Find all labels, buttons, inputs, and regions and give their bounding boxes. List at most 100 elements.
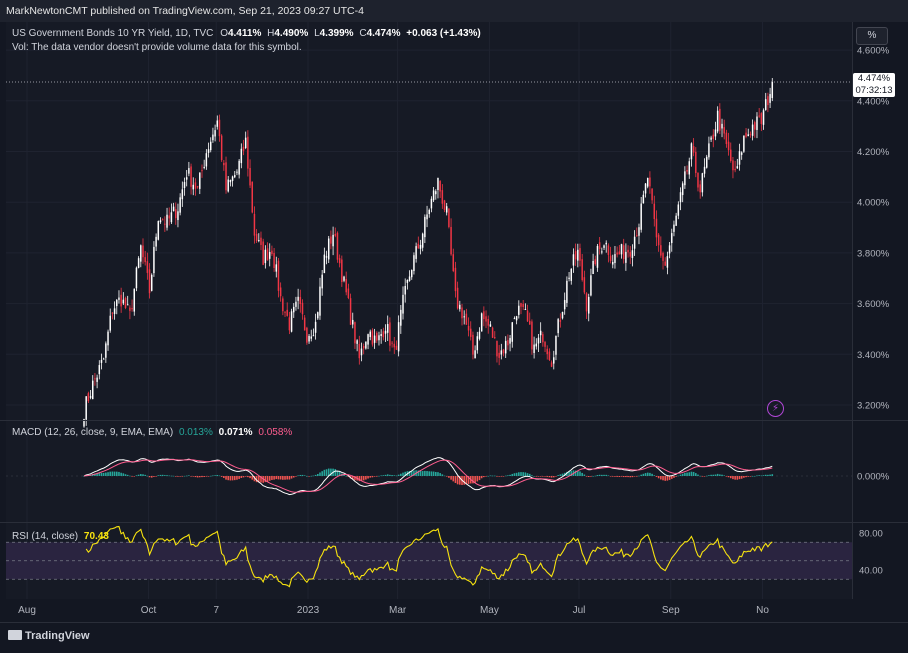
macd-histogram-bar [764,474,767,476]
candle-body [218,119,221,137]
macd-histogram-bar [408,470,411,476]
macd-histogram-bar [511,473,514,476]
candle-body [673,224,675,232]
candle-body [102,358,105,360]
candle-body [498,352,500,358]
rsi-title[interactable]: RSI (14, close) [12,531,79,542]
candle-body [288,317,291,331]
macd-histogram-bar [646,472,649,476]
macd-histogram-bar [638,475,640,477]
symbol-label[interactable]: US Government Bonds 10 YR Yield, 1D, TVC [12,28,214,39]
macd-histogram-bar [288,476,291,480]
candle-body [421,233,424,248]
macd-histogram-bar [631,476,634,478]
lightning-icon[interactable]: ⚡ [767,400,784,417]
candle-body [756,116,758,130]
macd-histogram-bar [203,476,205,477]
candle-body [170,212,173,223]
candle-body [636,235,638,237]
candle-body [760,113,763,124]
candle-body [603,245,605,248]
macd-histogram-bar [450,476,452,480]
candle-body [124,298,127,308]
candle-body [721,123,723,129]
candle-body [214,130,216,137]
candle-body [207,149,210,153]
macd-histogram-bar [120,472,122,476]
candle-body [362,345,365,349]
macd-title[interactable]: MACD (12, 26, close, 9, EMA, EMA) [12,427,174,438]
macd-histogram-bar [233,476,236,481]
candle-body [688,161,690,175]
macd-histogram-bar [603,474,605,476]
candle-body [284,311,286,313]
macd-histogram-bar [362,476,365,481]
candle-body [583,277,586,293]
candle-body [649,177,651,187]
candle-body [159,220,162,223]
macd-legend: MACD (12, 26, close, 9, EMA, EMA) 0.013%… [12,427,292,438]
candle-body [279,287,282,297]
candle-body [89,396,92,398]
macd-histogram-bar [365,476,367,480]
macd-histogram-bar [325,469,328,476]
percent-scale-button[interactable]: % [856,27,888,45]
candle-body [172,206,175,212]
candle-body [507,340,509,346]
macd-histogram-bar [421,471,424,476]
candle-body [655,218,658,238]
candle-body [268,252,271,259]
candle-body [629,252,631,257]
macd-histogram-bar [174,476,177,477]
macd-histogram-bar [275,476,278,480]
macd-histogram-bar [380,475,382,477]
candle-body [592,260,594,275]
candle-body [194,182,197,189]
macd-histogram-bar [625,476,627,478]
candle-body [275,264,278,272]
publisher-text: MarkNewtonCMT published on TradingView.c… [6,5,364,17]
candle-body [428,209,430,215]
macd-histogram-bar [417,470,420,476]
rsi-line [85,525,773,588]
price-pane[interactable] [6,22,852,420]
macd-histogram-bar [400,473,402,476]
candle-body [494,337,496,339]
candle-body [142,245,144,258]
macd-histogram-bar [321,471,323,476]
candle-body [432,190,435,201]
macd-histogram-bar [480,476,483,479]
macd-histogram-bar [126,474,129,476]
macd-histogram-bar [179,476,181,477]
candle-body [161,219,164,221]
tradingview-logo[interactable]: TradingView [8,630,90,642]
candle-body [140,245,142,262]
macd-histogram-bar [563,472,566,476]
macd-histogram-bar [330,468,332,476]
candle-body [223,162,225,166]
macd-scale[interactable] [852,421,908,522]
candle-body [605,242,607,245]
candle-body [574,251,577,260]
macd-histogram-bar [216,474,219,476]
candle-body [135,267,138,289]
time-tick-label: Oct [141,605,157,616]
candle-body [546,348,548,355]
macd-histogram-bar [537,476,540,477]
candle-body [126,304,129,306]
candle-body [662,252,664,261]
candle-body [122,299,125,304]
macd-histogram-bar [199,476,201,478]
candle-body [242,146,245,151]
macd-histogram-bar [109,471,112,476]
close-label: C [359,28,367,39]
candle-body [472,334,474,355]
candle-body [555,335,557,355]
candle-body [155,236,157,247]
candle-body [109,315,111,331]
macd-histogram-bar [478,476,481,481]
macd-histogram-bar [627,476,629,478]
rsi-scale[interactable] [852,523,908,599]
macd-histogram-bar [574,470,577,476]
candle-body [474,350,476,359]
